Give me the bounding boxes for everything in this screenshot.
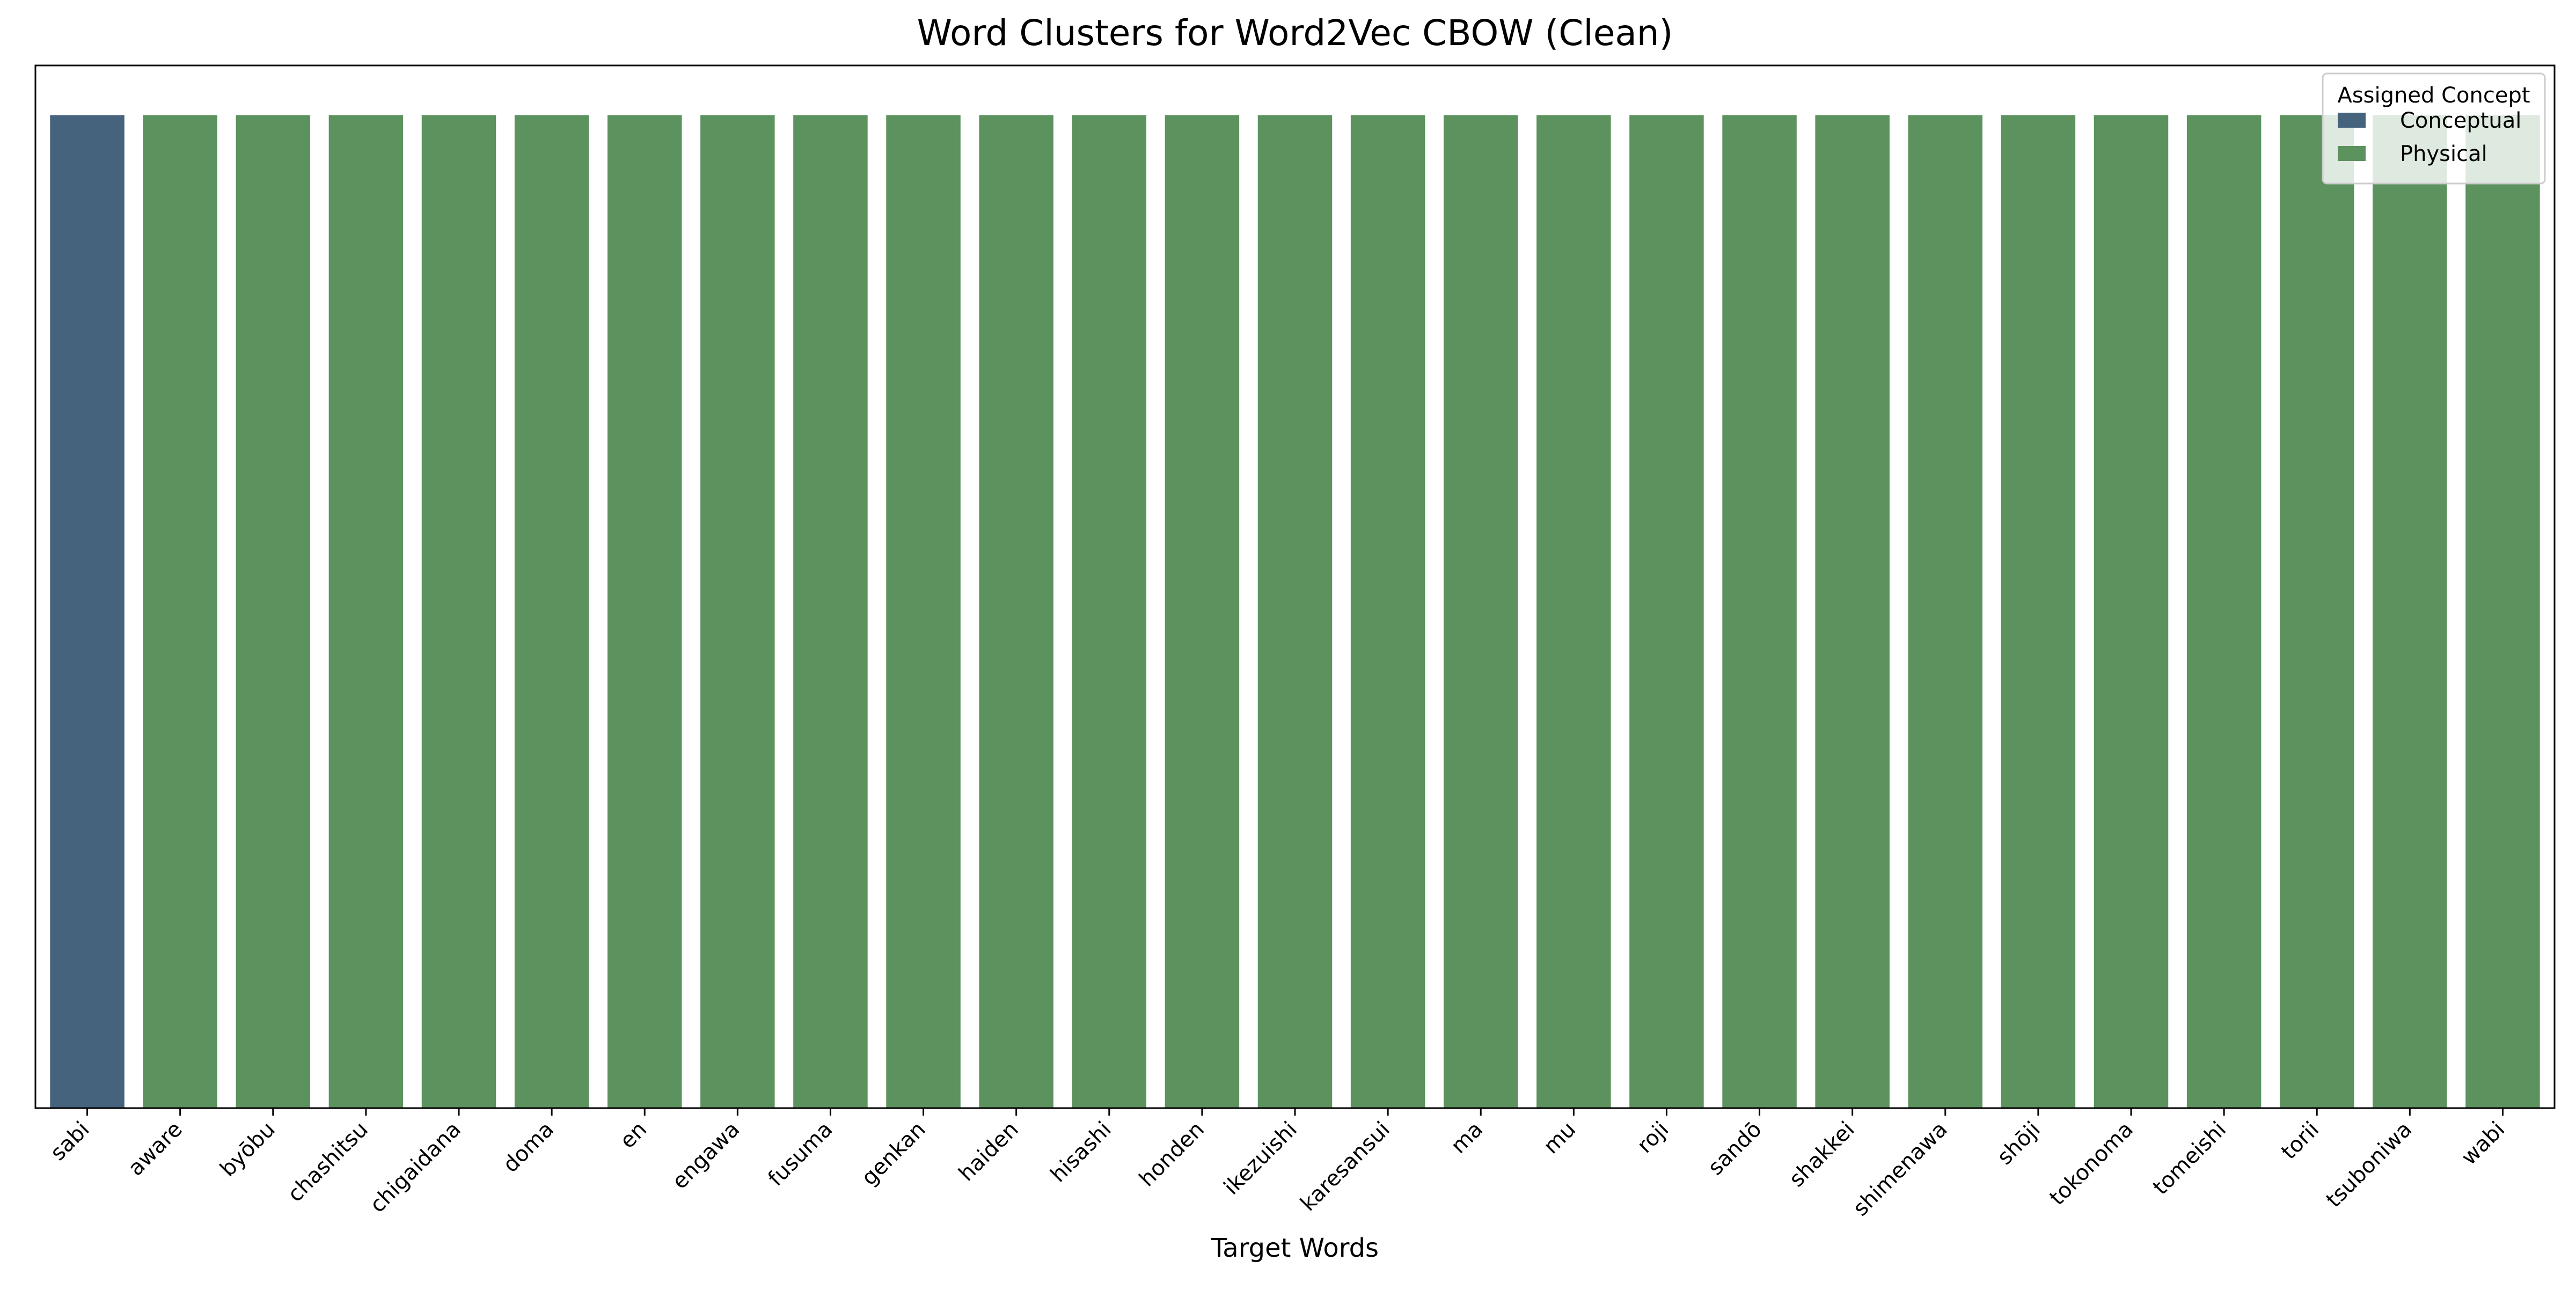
- bar-hisashi: [1072, 115, 1147, 1108]
- x-tick-label: fusuma: [764, 1117, 838, 1191]
- legend-frame: [2322, 72, 2546, 185]
- bar-shōji: [2001, 115, 2076, 1108]
- bar-sandō: [1722, 115, 1797, 1108]
- x-tick-label: wabi: [2457, 1117, 2510, 1170]
- x-tick-label: shōji: [1993, 1117, 2045, 1170]
- legend: Assigned Concept Conceptual Physical: [2322, 72, 2546, 185]
- x-tick-label: engawa: [668, 1117, 745, 1194]
- x-axis-label: Target Words: [1211, 1233, 1379, 1263]
- bar-en: [607, 115, 682, 1108]
- bar-doma: [514, 115, 589, 1108]
- x-tick-label: byōbu: [215, 1117, 280, 1182]
- x-tick-label: shakkei: [1784, 1117, 1860, 1192]
- bar-wabi: [2465, 115, 2540, 1108]
- x-tick-label: shimenawa: [1848, 1117, 1952, 1221]
- bar-engawa: [700, 115, 775, 1108]
- bar-karesansui: [1350, 115, 1425, 1108]
- x-tick-label: ma: [1446, 1117, 1488, 1159]
- x-tick-label: genkan: [857, 1117, 931, 1191]
- legend-items: Conceptual Physical: [2338, 108, 2521, 166]
- x-tick-label: ikezuishi: [1219, 1117, 1302, 1200]
- bar-ma: [1443, 115, 1518, 1108]
- legend-label-conceptual: Conceptual: [2400, 108, 2521, 133]
- bar-tokonoma: [2094, 115, 2169, 1108]
- bar-byōbu: [236, 115, 311, 1108]
- bar-chashitsu: [328, 115, 404, 1108]
- x-tick-label: en: [615, 1117, 652, 1154]
- bar-roji: [1629, 115, 1704, 1108]
- x-tick-label: doma: [499, 1117, 559, 1178]
- x-tick-label: haiden: [954, 1117, 1023, 1186]
- bar-fusuma: [793, 115, 868, 1108]
- bar-honden: [1165, 115, 1240, 1108]
- bar-shimenawa: [1908, 115, 1983, 1108]
- bar-aware: [143, 115, 217, 1108]
- x-tick-label: chashitsu: [283, 1117, 373, 1207]
- x-tick-label: mu: [1539, 1117, 1580, 1159]
- bar-shakkei: [1815, 115, 1890, 1108]
- x-tick-label: sabi: [46, 1117, 94, 1166]
- bar-sabi: [50, 115, 125, 1108]
- x-tick-label: chigaidana: [365, 1117, 466, 1218]
- x-tick-label: hisashi: [1046, 1117, 1116, 1188]
- bar-chigaidana: [421, 115, 496, 1108]
- chart-title: Word Clusters for Word2Vec CBOW (Clean): [917, 12, 1673, 54]
- bar-mu: [1536, 115, 1611, 1108]
- x-tick-label: tokonoma: [2045, 1117, 2138, 1211]
- x-tick-label: aware: [123, 1117, 187, 1181]
- x-tick-label: roji: [1633, 1117, 1674, 1159]
- bar-tsuboniwa: [2373, 115, 2447, 1108]
- bar-haiden: [979, 115, 1053, 1108]
- bar-genkan: [886, 115, 961, 1108]
- legend-label-physical: Physical: [2400, 142, 2487, 166]
- x-tick-label: tomeishi: [2148, 1117, 2231, 1200]
- bar-torii: [2279, 115, 2354, 1108]
- x-tick-label: tsuboniwa: [2322, 1117, 2417, 1213]
- x-tick-label: karesansui: [1296, 1117, 1395, 1216]
- x-tick-label: honden: [1135, 1117, 1209, 1192]
- bars-layer: [50, 115, 2540, 1108]
- legend-swatch-conceptual: [2338, 113, 2366, 128]
- bar-tomeishi: [2186, 115, 2262, 1108]
- legend-swatch-physical: [2338, 146, 2366, 161]
- x-tick-label: torii: [2277, 1117, 2324, 1164]
- bar-ikezuishi: [1257, 115, 1333, 1108]
- x-tick-label: sandō: [1703, 1117, 1767, 1181]
- legend-title: Assigned Concept: [2337, 83, 2530, 108]
